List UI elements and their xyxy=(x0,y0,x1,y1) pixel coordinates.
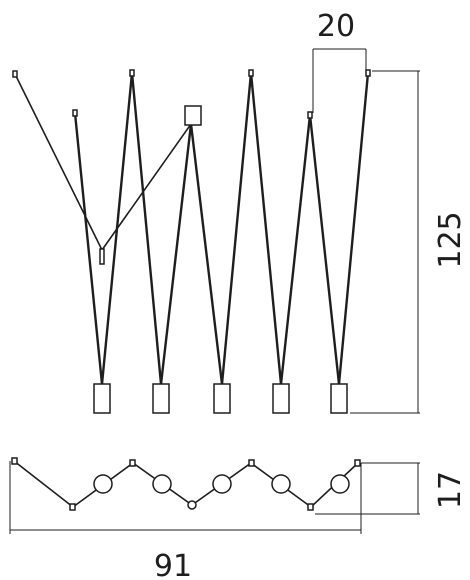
plan-fixtures xyxy=(93,474,350,494)
dimension-height: 125 xyxy=(350,70,468,414)
connector xyxy=(99,248,105,265)
fixture xyxy=(152,383,170,414)
power-feed-wires xyxy=(14,73,192,251)
plan-anchor xyxy=(11,457,18,465)
plan-anchor xyxy=(248,459,255,467)
plan-anchor xyxy=(69,503,76,511)
plan-fixture xyxy=(152,474,172,494)
cable xyxy=(220,72,253,385)
fixture xyxy=(213,383,231,414)
suspension-point xyxy=(307,111,313,119)
dimension-plan-depth: 17 xyxy=(315,462,468,515)
plan-cable-path xyxy=(13,460,359,509)
plan-anchor xyxy=(129,459,136,467)
dimension-width: 91 xyxy=(9,461,362,580)
cable xyxy=(73,112,104,385)
suspension-points xyxy=(12,69,371,119)
plan-fixture xyxy=(93,474,113,494)
suspension-point xyxy=(248,69,254,77)
cable xyxy=(308,114,341,385)
suspension-point xyxy=(365,69,371,77)
dimension-spacing-label: 20 xyxy=(317,9,355,44)
cable xyxy=(337,72,370,385)
cable xyxy=(249,72,283,385)
dimension-height-label: 125 xyxy=(433,211,468,268)
plan-fixture xyxy=(271,474,291,494)
plan-anchor-points xyxy=(11,457,361,511)
canopy-box xyxy=(184,105,202,126)
dimension-plan-depth-label: 17 xyxy=(433,471,468,509)
fixture xyxy=(93,383,111,414)
plan-fixture xyxy=(212,474,232,494)
feed-wire-left xyxy=(14,73,103,251)
cable xyxy=(130,72,163,385)
cable xyxy=(189,123,224,385)
plan-anchor xyxy=(307,503,314,511)
suspension-point xyxy=(72,109,78,117)
dimension-spacing: 20 xyxy=(312,9,367,113)
plan-anchor xyxy=(354,459,361,467)
plan-view: 17 91 xyxy=(9,457,468,580)
cable xyxy=(279,114,312,385)
elevation-view: 20 125 xyxy=(12,9,468,414)
cable xyxy=(159,123,193,385)
plan-fixture xyxy=(330,474,350,494)
suspension-point xyxy=(12,70,18,78)
plan-center-point xyxy=(187,500,197,510)
cable xyxy=(100,72,134,385)
fixtures xyxy=(93,383,348,414)
dimension-width-label: 91 xyxy=(154,549,192,580)
fixture xyxy=(272,383,290,414)
suspension-cables xyxy=(73,72,370,385)
suspension-point xyxy=(129,69,135,77)
fixture xyxy=(330,383,348,414)
